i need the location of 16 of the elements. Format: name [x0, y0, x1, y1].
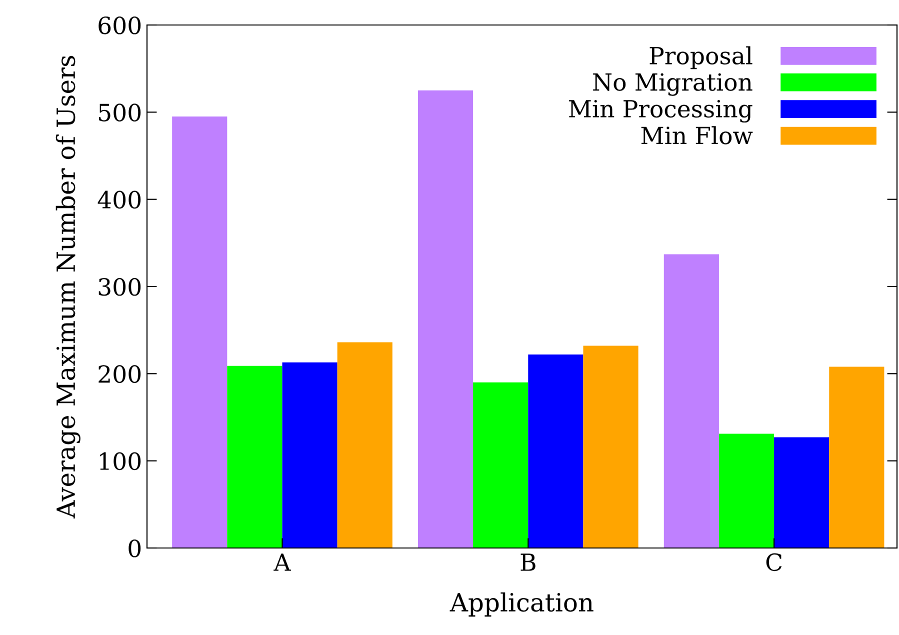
legend-label: Proposal — [650, 46, 752, 70]
y-tick-label: 100 — [100, 452, 141, 470]
legend-label: Min Processing — [569, 100, 752, 123]
x-tick-label: B — [520, 554, 536, 571]
y-tick-label: 600 — [98, 16, 141, 34]
legend-label: Min Flow — [641, 126, 753, 144]
x-tick-label: C — [766, 553, 782, 572]
x-axis-title: Application — [450, 592, 594, 617]
y-tick-label: 500 — [99, 104, 141, 122]
y-tick-label: 200 — [98, 365, 141, 383]
y-axis-title: Average Maximum Number of Users — [56, 56, 80, 519]
y-tick-label: 400 — [98, 190, 141, 209]
y-tick-label: 0 — [128, 539, 141, 558]
x-tick-label: A — [274, 554, 291, 571]
legend-label: No Migration — [593, 73, 752, 96]
y-tick-label: 300 — [98, 278, 141, 296]
